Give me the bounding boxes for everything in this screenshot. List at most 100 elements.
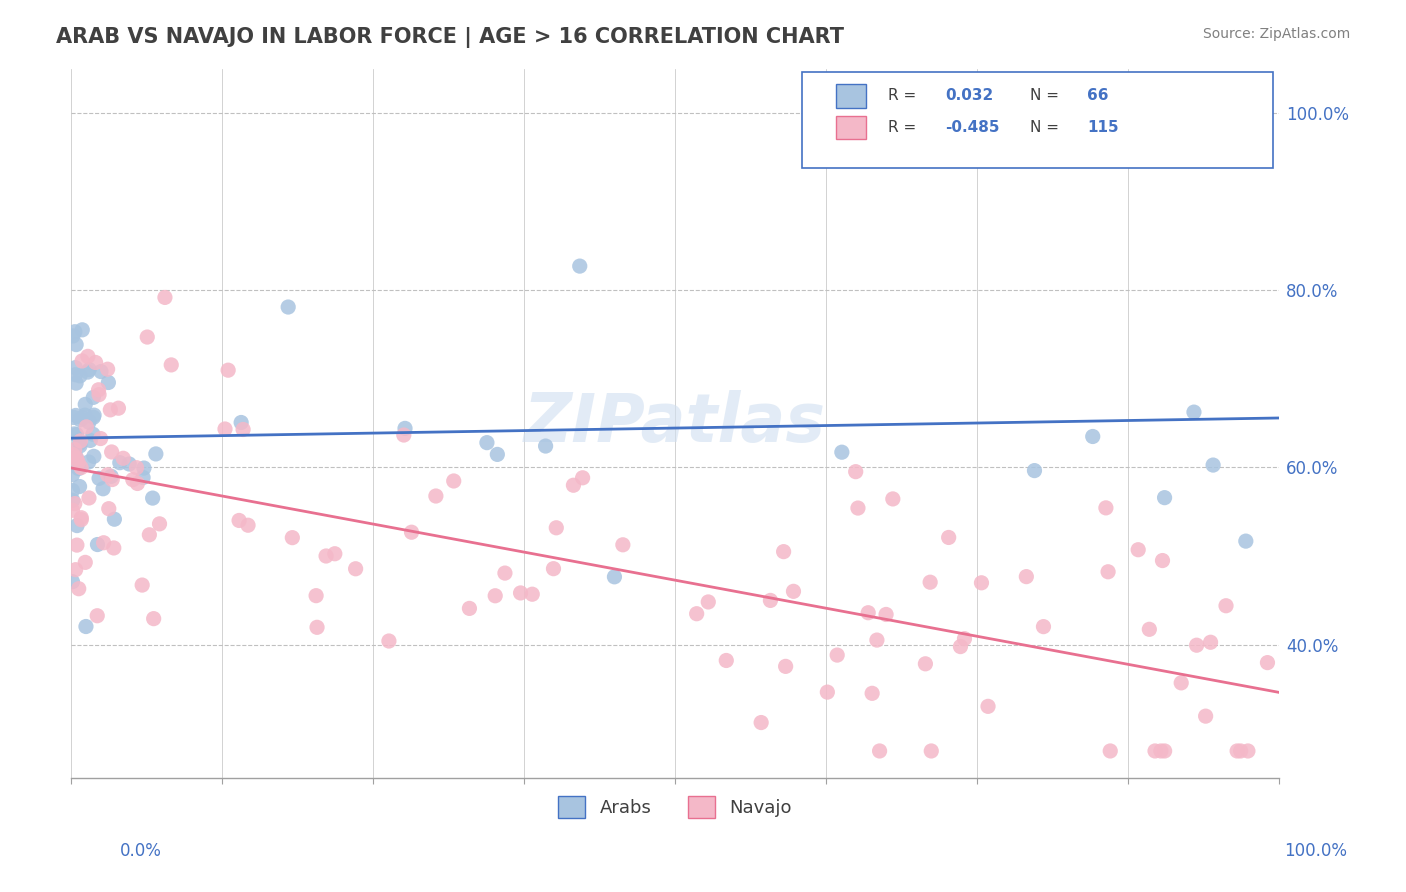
Point — [75, 420, 97, 434]
Point — [132, 470, 155, 484]
Point — [77, 455, 100, 469]
Point — [132, 461, 155, 475]
Point — [97, 376, 120, 390]
Point — [93, 535, 115, 549]
Point — [305, 589, 328, 603]
Point — [101, 473, 124, 487]
Point — [749, 715, 772, 730]
FancyBboxPatch shape — [801, 72, 1272, 168]
Point — [775, 659, 797, 673]
Point — [685, 607, 707, 621]
Point — [62, 574, 84, 589]
Point — [860, 686, 883, 700]
Point — [522, 587, 544, 601]
Text: 66: 66 — [1087, 88, 1108, 103]
Point — [90, 365, 112, 379]
Point — [425, 489, 447, 503]
Point — [63, 442, 86, 457]
Point — [571, 471, 593, 485]
Point — [392, 428, 415, 442]
Point — [142, 612, 165, 626]
Point — [160, 358, 183, 372]
Point — [69, 413, 91, 427]
Point — [62, 448, 84, 462]
Point — [72, 323, 94, 337]
Point — [1182, 405, 1205, 419]
Point — [546, 521, 568, 535]
Point — [1128, 542, 1150, 557]
Point — [920, 575, 942, 590]
Point — [65, 451, 87, 466]
Point — [1185, 638, 1208, 652]
Text: N =: N = — [1031, 120, 1059, 136]
Point — [67, 582, 90, 596]
Text: 0.0%: 0.0% — [120, 842, 162, 860]
Point — [323, 547, 346, 561]
Text: ARAB VS NAVAJO IN LABOR FORCE | AGE > 16 CORRELATION CHART: ARAB VS NAVAJO IN LABOR FORCE | AGE > 16… — [56, 27, 844, 48]
Point — [87, 387, 110, 401]
Point — [62, 329, 84, 343]
Point — [118, 457, 141, 471]
Point — [716, 653, 738, 667]
Point — [69, 436, 91, 450]
Point — [846, 501, 869, 516]
Point — [831, 445, 853, 459]
Point — [96, 467, 118, 482]
Point — [138, 528, 160, 542]
Point — [1143, 744, 1166, 758]
Point — [98, 402, 121, 417]
Point — [1237, 744, 1260, 758]
Point — [977, 699, 1000, 714]
Point — [914, 657, 936, 671]
Legend: Arabs, Navajo: Arabs, Navajo — [551, 789, 799, 825]
Point — [62, 483, 84, 498]
Text: R =: R = — [887, 88, 921, 103]
Point — [543, 562, 565, 576]
Point — [1194, 709, 1216, 723]
Point — [86, 537, 108, 551]
Point — [65, 337, 87, 351]
Point — [1097, 565, 1119, 579]
Point — [69, 434, 91, 448]
Point — [70, 513, 93, 527]
Point — [277, 300, 299, 314]
Point — [1032, 619, 1054, 633]
Point — [65, 427, 87, 442]
Point — [378, 634, 401, 648]
Point — [443, 474, 465, 488]
Point — [1153, 744, 1175, 758]
Point — [76, 365, 98, 379]
Point — [127, 476, 149, 491]
Point — [66, 518, 89, 533]
Point — [84, 355, 107, 369]
Point — [305, 620, 328, 634]
Point — [228, 513, 250, 527]
Point — [82, 427, 104, 442]
Point — [63, 426, 86, 441]
Point — [236, 518, 259, 533]
Point — [1215, 599, 1237, 613]
Point — [62, 410, 84, 425]
Point — [62, 493, 84, 508]
Point — [63, 497, 86, 511]
Point — [75, 397, 97, 411]
Point — [77, 415, 100, 429]
Point — [232, 422, 254, 436]
Point — [344, 562, 367, 576]
Point — [394, 421, 416, 435]
Point — [772, 544, 794, 558]
Text: N =: N = — [1031, 88, 1059, 103]
Point — [1024, 464, 1046, 478]
Point — [70, 510, 93, 524]
Point — [67, 455, 90, 469]
Point — [231, 416, 253, 430]
Point — [103, 512, 125, 526]
Point — [869, 744, 891, 758]
Point — [1256, 656, 1278, 670]
Point — [1226, 744, 1249, 758]
Point — [214, 422, 236, 436]
Point — [217, 363, 239, 377]
Text: 100.0%: 100.0% — [1284, 842, 1347, 860]
Point — [315, 549, 337, 563]
Point — [1015, 569, 1038, 583]
